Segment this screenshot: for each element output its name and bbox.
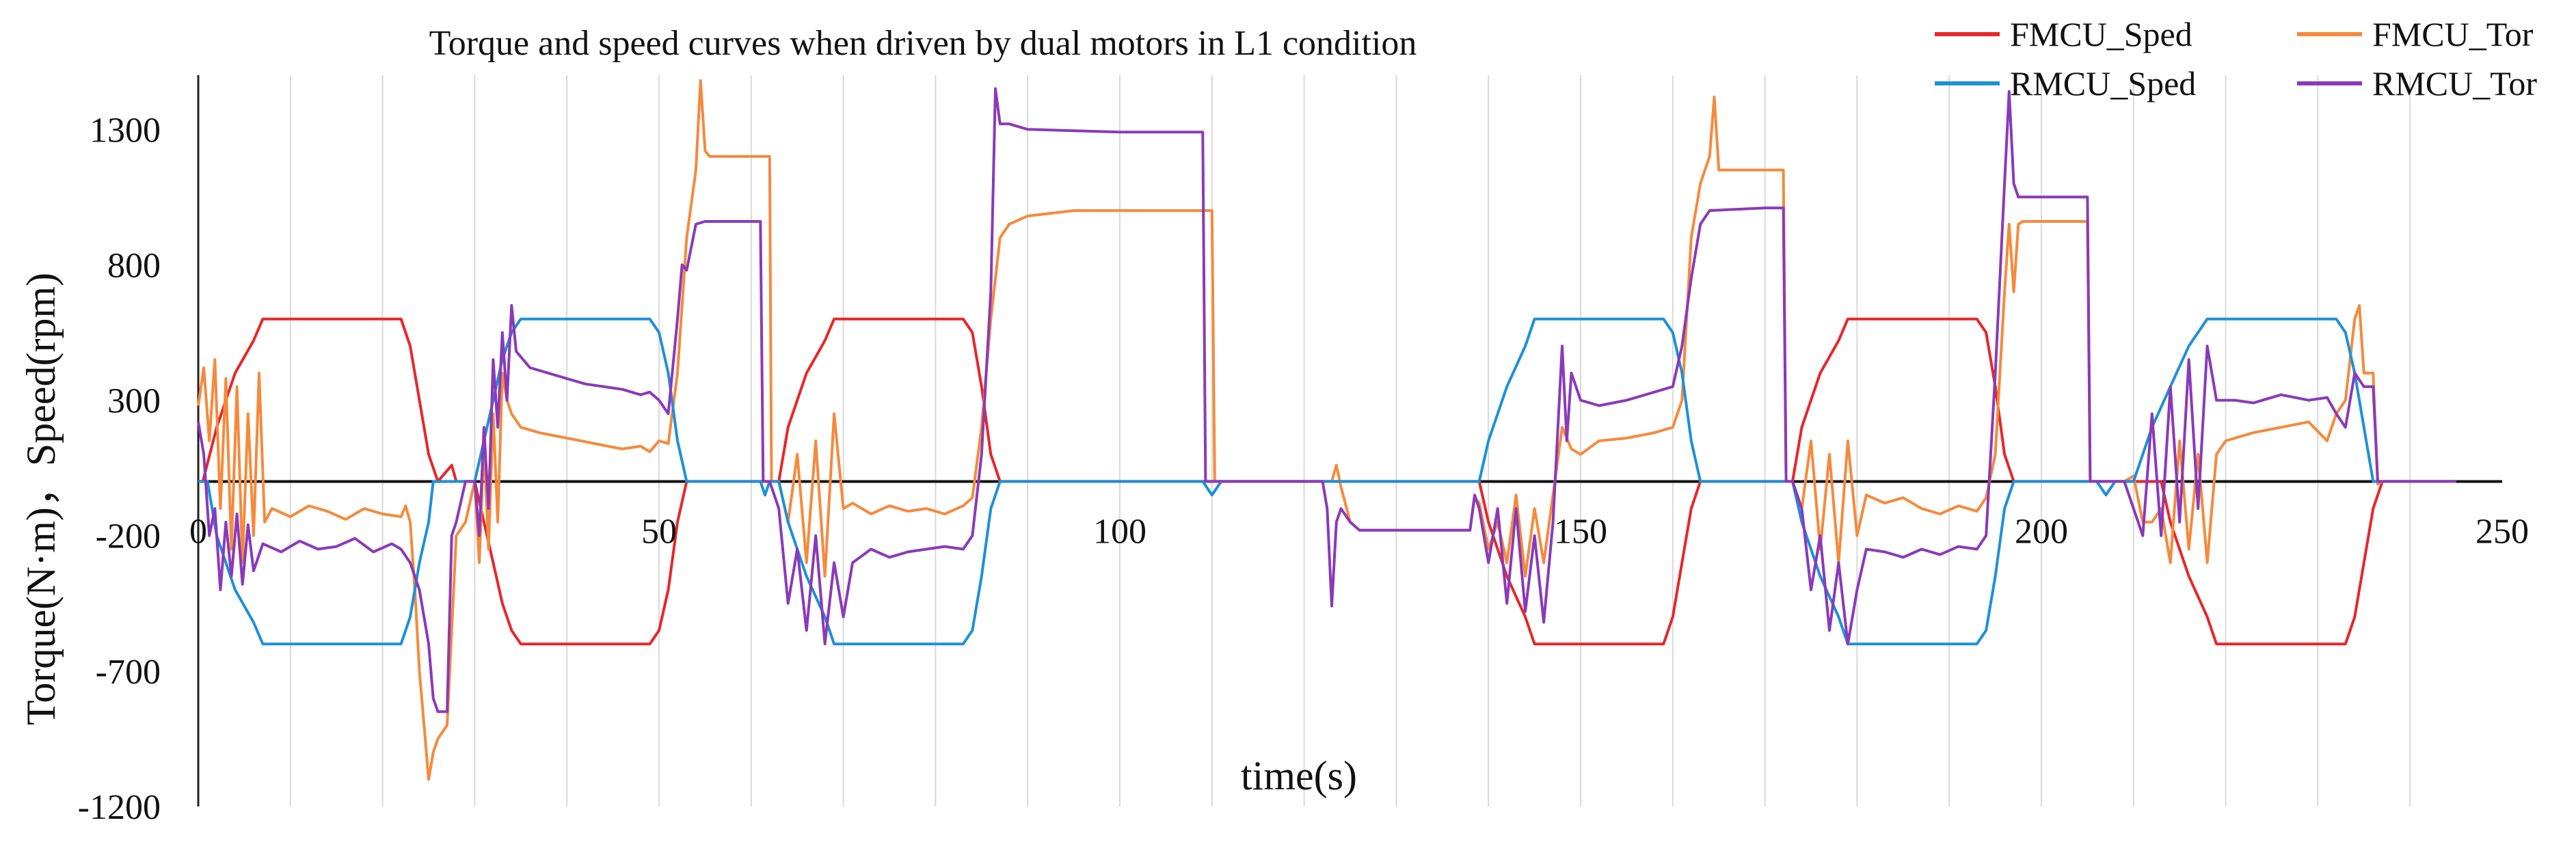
- series-layer: [197, 79, 2456, 781]
- legend-label: RMCU_Tor: [2372, 64, 2537, 103]
- x-tick-label: 150: [1554, 512, 1607, 551]
- y-tick-label: 300: [107, 382, 161, 421]
- y-tick-label: -200: [96, 517, 161, 556]
- y-axis-label: Torque(N·m)，Speed(rpm): [18, 273, 64, 725]
- y-tick-label: 1300: [90, 111, 161, 150]
- legend-label: FMCU_Tor: [2372, 15, 2534, 53]
- y-tick-label: -700: [96, 653, 161, 692]
- y-tick-label: 800: [107, 246, 161, 285]
- x-axis-label: time(s): [1241, 753, 1357, 798]
- x-tick-label: 50: [641, 512, 677, 551]
- x-tick-label: 200: [2015, 512, 2068, 551]
- y-tick-label: -1200: [78, 788, 161, 827]
- y-tick-labels: -1200 -700 -200 300 800 1300: [78, 111, 161, 827]
- legend-label: FMCU_Sped: [2010, 15, 2192, 53]
- x-tick-label: 100: [1093, 512, 1146, 551]
- x-tick-labels: 0 50 100 150 200 250: [189, 512, 2529, 551]
- x-tick-label: 250: [2476, 512, 2529, 551]
- legend: FMCU_Sped FMCU_Tor RMCU_Sped RMCU_Tor: [1935, 15, 2537, 103]
- chart-title: Torque and speed curves when driven by d…: [429, 24, 1417, 63]
- x-tick-label: 0: [189, 512, 207, 551]
- series-line-rmcu-tor: [197, 87, 2456, 714]
- legend-label: RMCU_Sped: [2010, 64, 2196, 103]
